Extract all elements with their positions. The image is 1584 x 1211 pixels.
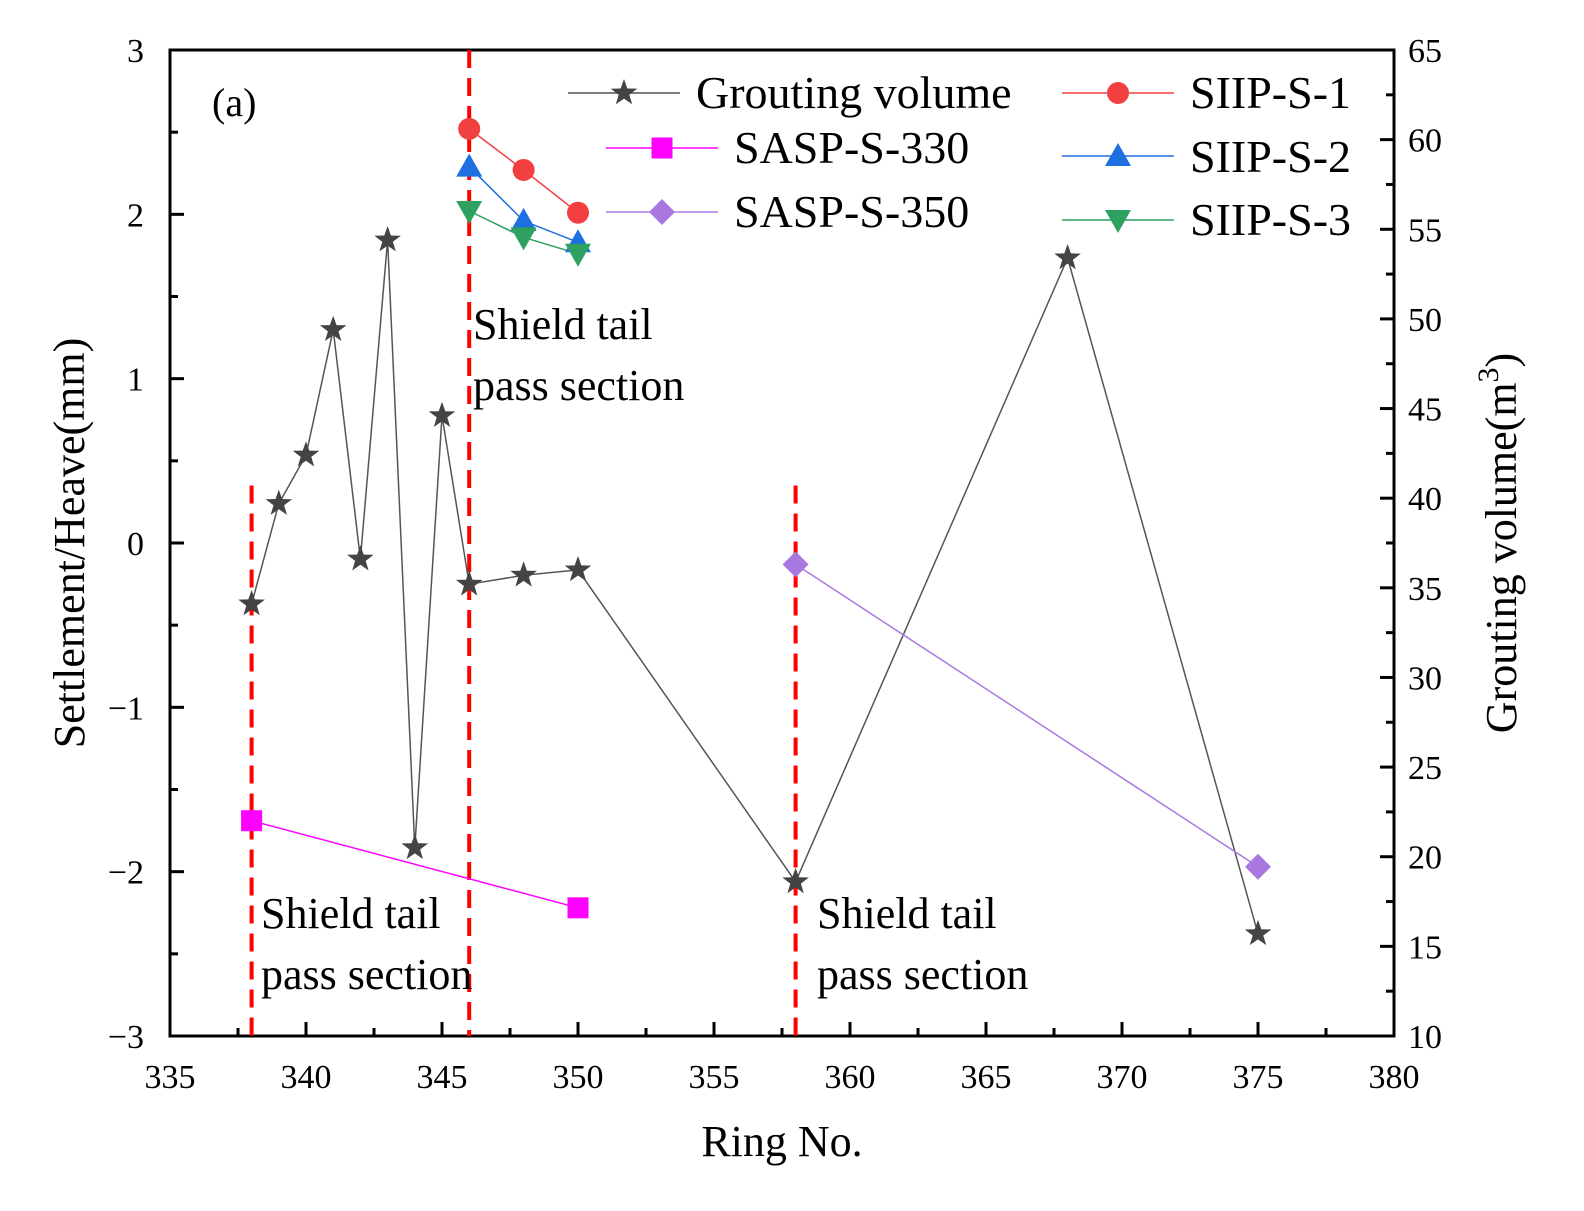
point-grouting-volume-340 [292,441,320,467]
x-tick-label-350: 350 [553,1059,604,1096]
annotation-2-line2: pass section [261,950,472,999]
point-siip-s-1-350 [567,201,589,224]
point-sasp-s-330-338 [241,810,263,832]
point-grouting-volume-348 [510,561,537,587]
tick-labels: 335 340 345 350 355 360 365 370 375 380−3−2−10123… [108,33,1442,1096]
point-grouting-volume-368 [1054,244,1081,270]
y-right-tick-label-40: 40 [1408,481,1442,518]
point-grouting-volume-344 [401,833,429,860]
annotation-3-line2: pass section [817,950,1028,999]
x-tick-label-355: 355 [689,1059,740,1096]
legend-label-siip-s-3: SIIP-S-3 [1190,194,1351,245]
annotation-2-line1: Shield tail [261,889,441,938]
y-right-tick-label-30: 30 [1408,660,1442,697]
annotation-3-line1: Shield tail [817,889,997,938]
x-tick-label-380: 380 [1369,1059,1420,1096]
series-lines [250,128,1259,935]
y-left-tick-label--1: −1 [108,690,144,727]
y-axis-left-title: Settlement/Heave(mm) [45,338,94,749]
x-tick-label-370: 370 [1097,1059,1148,1096]
point-sasp-s-330-350 [567,897,589,919]
legend-marker-grouting-volume [610,79,638,105]
legend: Grouting volume SIIP-S-1 SASP-S-330 SIIP… [568,67,1351,245]
y-right-tick-label-25: 25 [1408,750,1442,787]
y-right-tick-label-55: 55 [1408,212,1442,249]
legend-marker-sasp-s-330 [651,137,673,159]
legend-marker-siip-s-3 [1105,210,1131,233]
point-siip-s-2-346 [456,153,483,177]
series-line-sasp-s-350 [795,563,1259,868]
series-markers [238,117,1272,946]
y-left-tick-label--2: −2 [108,855,144,892]
x-tick-label-365: 365 [961,1059,1012,1096]
legend-label-sasp-s-330: SASP-S-330 [734,122,969,173]
axis-ticks [168,48,1396,1038]
point-siip-s-3-346 [456,201,483,225]
x-axis-title: Ring No. [701,1117,862,1166]
point-grouting-volume-346 [455,570,483,596]
point-grouting-volume-358 [782,867,809,894]
x-tick-label-335: 335 [145,1059,196,1096]
legend-label-siip-s-1: SIIP-S-1 [1190,67,1351,118]
y-right-tick-label-10: 10 [1408,1019,1442,1056]
point-grouting-volume-339 [265,489,293,515]
y-left-tick-label-1: 1 [127,362,144,399]
y-left-tick-label-3: 3 [127,33,144,70]
point-sasp-s-350-375 [1245,853,1271,880]
y-right-tick-label-50: 50 [1408,302,1442,339]
y-right-tick-label-35: 35 [1408,571,1442,608]
point-siip-s-1-346 [458,117,481,140]
point-grouting-volume-350 [564,555,592,582]
y-axis-right-title-superscript: 3 [1472,367,1505,382]
point-siip-s-2-348 [510,207,537,231]
point-sasp-s-350-358 [782,551,809,578]
legend-marker-siip-s-1 [1107,82,1129,104]
x-tick-label-340: 340 [281,1059,332,1096]
legend-marker-sasp-s-350 [649,199,675,225]
y-axis-right-title-base: Grouting volume(m [1477,382,1526,733]
series-line-sasp-s-330 [251,819,579,909]
y-right-tick-label-20: 20 [1408,840,1442,877]
x-tick-label-345: 345 [417,1059,468,1096]
annotation-1-line2: pass section [473,361,684,410]
legend-label-siip-s-2: SIIP-S-2 [1190,131,1351,182]
legend-label-grouting-volume: Grouting volume [696,67,1012,118]
y-right-tick-label-60: 60 [1408,123,1442,160]
point-grouting-volume-338 [238,590,265,616]
point-siip-s-1-348 [512,158,535,181]
y-right-tick-label-65: 65 [1408,33,1442,70]
point-siip-s-3-350 [565,243,591,267]
point-siip-s-3-348 [510,227,537,251]
panel-label: (a) [212,80,256,125]
point-grouting-volume-345 [428,401,456,427]
point-grouting-volume-341 [319,315,347,341]
y-right-tick-label-15: 15 [1408,929,1442,966]
y-left-tick-label--3: −3 [108,1019,144,1056]
y-right-tick-label-45: 45 [1408,392,1442,429]
y-left-tick-label-0: 0 [127,526,144,563]
y-axis-right-title-close: ) [1477,353,1526,368]
x-tick-label-360: 360 [825,1059,876,1096]
x-tick-label-375: 375 [1233,1059,1284,1096]
point-grouting-volume-342 [347,545,374,571]
legend-label-sasp-s-350: SASP-S-350 [734,186,969,237]
annotation-1-line1: Shield tail [473,300,653,349]
series-line-grouting-volume [250,239,1259,935]
point-grouting-volume-375 [1244,919,1272,946]
point-grouting-volume-343 [374,226,401,252]
y-axis-right-title: Grouting volume(m3) [1472,353,1526,733]
legend-marker-siip-s-2 [1105,143,1131,166]
y-left-tick-label-2: 2 [127,197,144,234]
